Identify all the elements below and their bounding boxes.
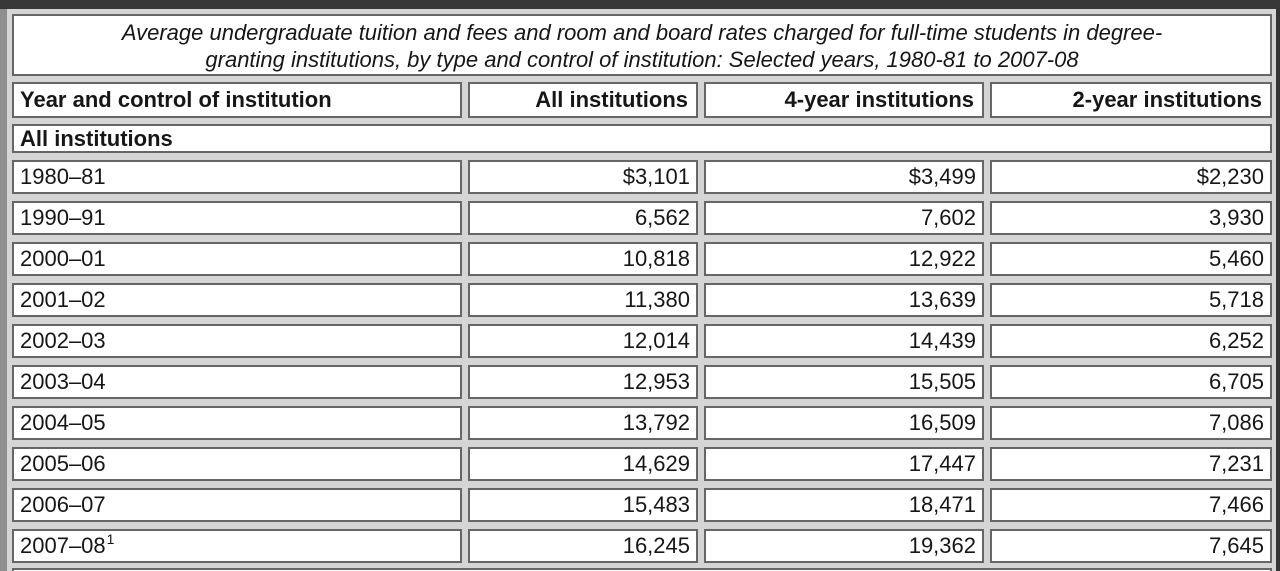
next-section-row-cropped xyxy=(12,568,1272,571)
all-institutions-value: 15,483 xyxy=(468,488,698,522)
all-institutions-value: 6,562 xyxy=(468,201,698,235)
2-year-value: 7,086 xyxy=(990,406,1272,440)
table-outer-border-right xyxy=(1276,9,1280,571)
2-year-value: 6,705 xyxy=(990,365,1272,399)
table-row: 2000–01 10,818 12,922 5,460 xyxy=(12,242,1272,276)
year-cell: 2007–08 1 xyxy=(12,529,462,563)
year-cell: 1990–91 xyxy=(12,201,462,235)
table-row: 2004–05 13,792 16,509 7,086 xyxy=(12,406,1272,440)
col-header-all-institutions: All institutions xyxy=(468,82,698,118)
2-year-value: 7,645 xyxy=(990,529,1272,563)
footnote-marker: 1 xyxy=(106,531,115,547)
year-cell: 2000–01 xyxy=(12,242,462,276)
table-row: 1980–81 $3,101 $3,499 $2,230 xyxy=(12,160,1272,194)
year-cell: 2002–03 xyxy=(12,324,462,358)
4-year-value: 7,602 xyxy=(704,201,984,235)
all-institutions-value: 16,245 xyxy=(468,529,698,563)
2-year-value: 5,460 xyxy=(990,242,1272,276)
col-header-2-year-institutions: 2-year institutions xyxy=(990,82,1272,118)
table-row: 2007–08 1 16,245 19,362 7,645 xyxy=(12,529,1272,563)
table-outer-border-top xyxy=(0,0,1280,9)
table-row: 2003–04 12,953 15,505 6,705 xyxy=(12,365,1272,399)
4-year-value: 15,505 xyxy=(704,365,984,399)
year-label: 2007–08 xyxy=(20,533,106,558)
all-institutions-value: 10,818 xyxy=(468,242,698,276)
section-header-row: All institutions xyxy=(12,124,1272,153)
year-cell: 1980–81 xyxy=(12,160,462,194)
all-institutions-value: 14,629 xyxy=(468,447,698,481)
year-cell: 2001–02 xyxy=(12,283,462,317)
all-institutions-value: $3,101 xyxy=(468,160,698,194)
table-title: Average undergraduate tuition and fees a… xyxy=(12,14,1272,76)
4-year-value: 13,639 xyxy=(704,283,984,317)
table-title-line1: Average undergraduate tuition and fees a… xyxy=(121,20,1163,45)
all-institutions-value: 11,380 xyxy=(468,283,698,317)
year-cell: 2005–06 xyxy=(12,447,462,481)
table-row: 1990–91 6,562 7,602 3,930 xyxy=(12,201,1272,235)
4-year-value: 14,439 xyxy=(704,324,984,358)
4-year-value: 16,509 xyxy=(704,406,984,440)
2-year-value: 7,231 xyxy=(990,447,1272,481)
year-cell: 2003–04 xyxy=(12,365,462,399)
table-outer-border-left xyxy=(0,9,7,571)
2-year-value: 7,466 xyxy=(990,488,1272,522)
table-row: 2005–06 14,629 17,447 7,231 xyxy=(12,447,1272,481)
all-institutions-value: 12,014 xyxy=(468,324,698,358)
all-institutions-value: 13,792 xyxy=(468,406,698,440)
col-header-year-and-control: Year and control of institution xyxy=(12,82,462,118)
4-year-value: $3,499 xyxy=(704,160,984,194)
4-year-value: 12,922 xyxy=(704,242,984,276)
2-year-value: 3,930 xyxy=(990,201,1272,235)
col-header-4-year-institutions: 4-year institutions xyxy=(704,82,984,118)
4-year-value: 19,362 xyxy=(704,529,984,563)
table-row: 2001–02 11,380 13,639 5,718 xyxy=(12,283,1272,317)
table-row: 2002–03 12,014 14,439 6,252 xyxy=(12,324,1272,358)
table-row: 2006–07 15,483 18,471 7,466 xyxy=(12,488,1272,522)
2-year-value: $2,230 xyxy=(990,160,1272,194)
table-title-line2: granting institutions, by type and contr… xyxy=(205,47,1079,72)
4-year-value: 18,471 xyxy=(704,488,984,522)
2-year-value: 6,252 xyxy=(990,324,1272,358)
4-year-value: 17,447 xyxy=(704,447,984,481)
all-institutions-value: 12,953 xyxy=(468,365,698,399)
2-year-value: 5,718 xyxy=(990,283,1272,317)
year-cell: 2006–07 xyxy=(12,488,462,522)
year-cell: 2004–05 xyxy=(12,406,462,440)
tuition-table: Average undergraduate tuition and fees a… xyxy=(12,9,1272,571)
section-header-all-institutions: All institutions xyxy=(12,124,1272,153)
table-header-row: Year and control of institution All inst… xyxy=(12,82,1272,118)
